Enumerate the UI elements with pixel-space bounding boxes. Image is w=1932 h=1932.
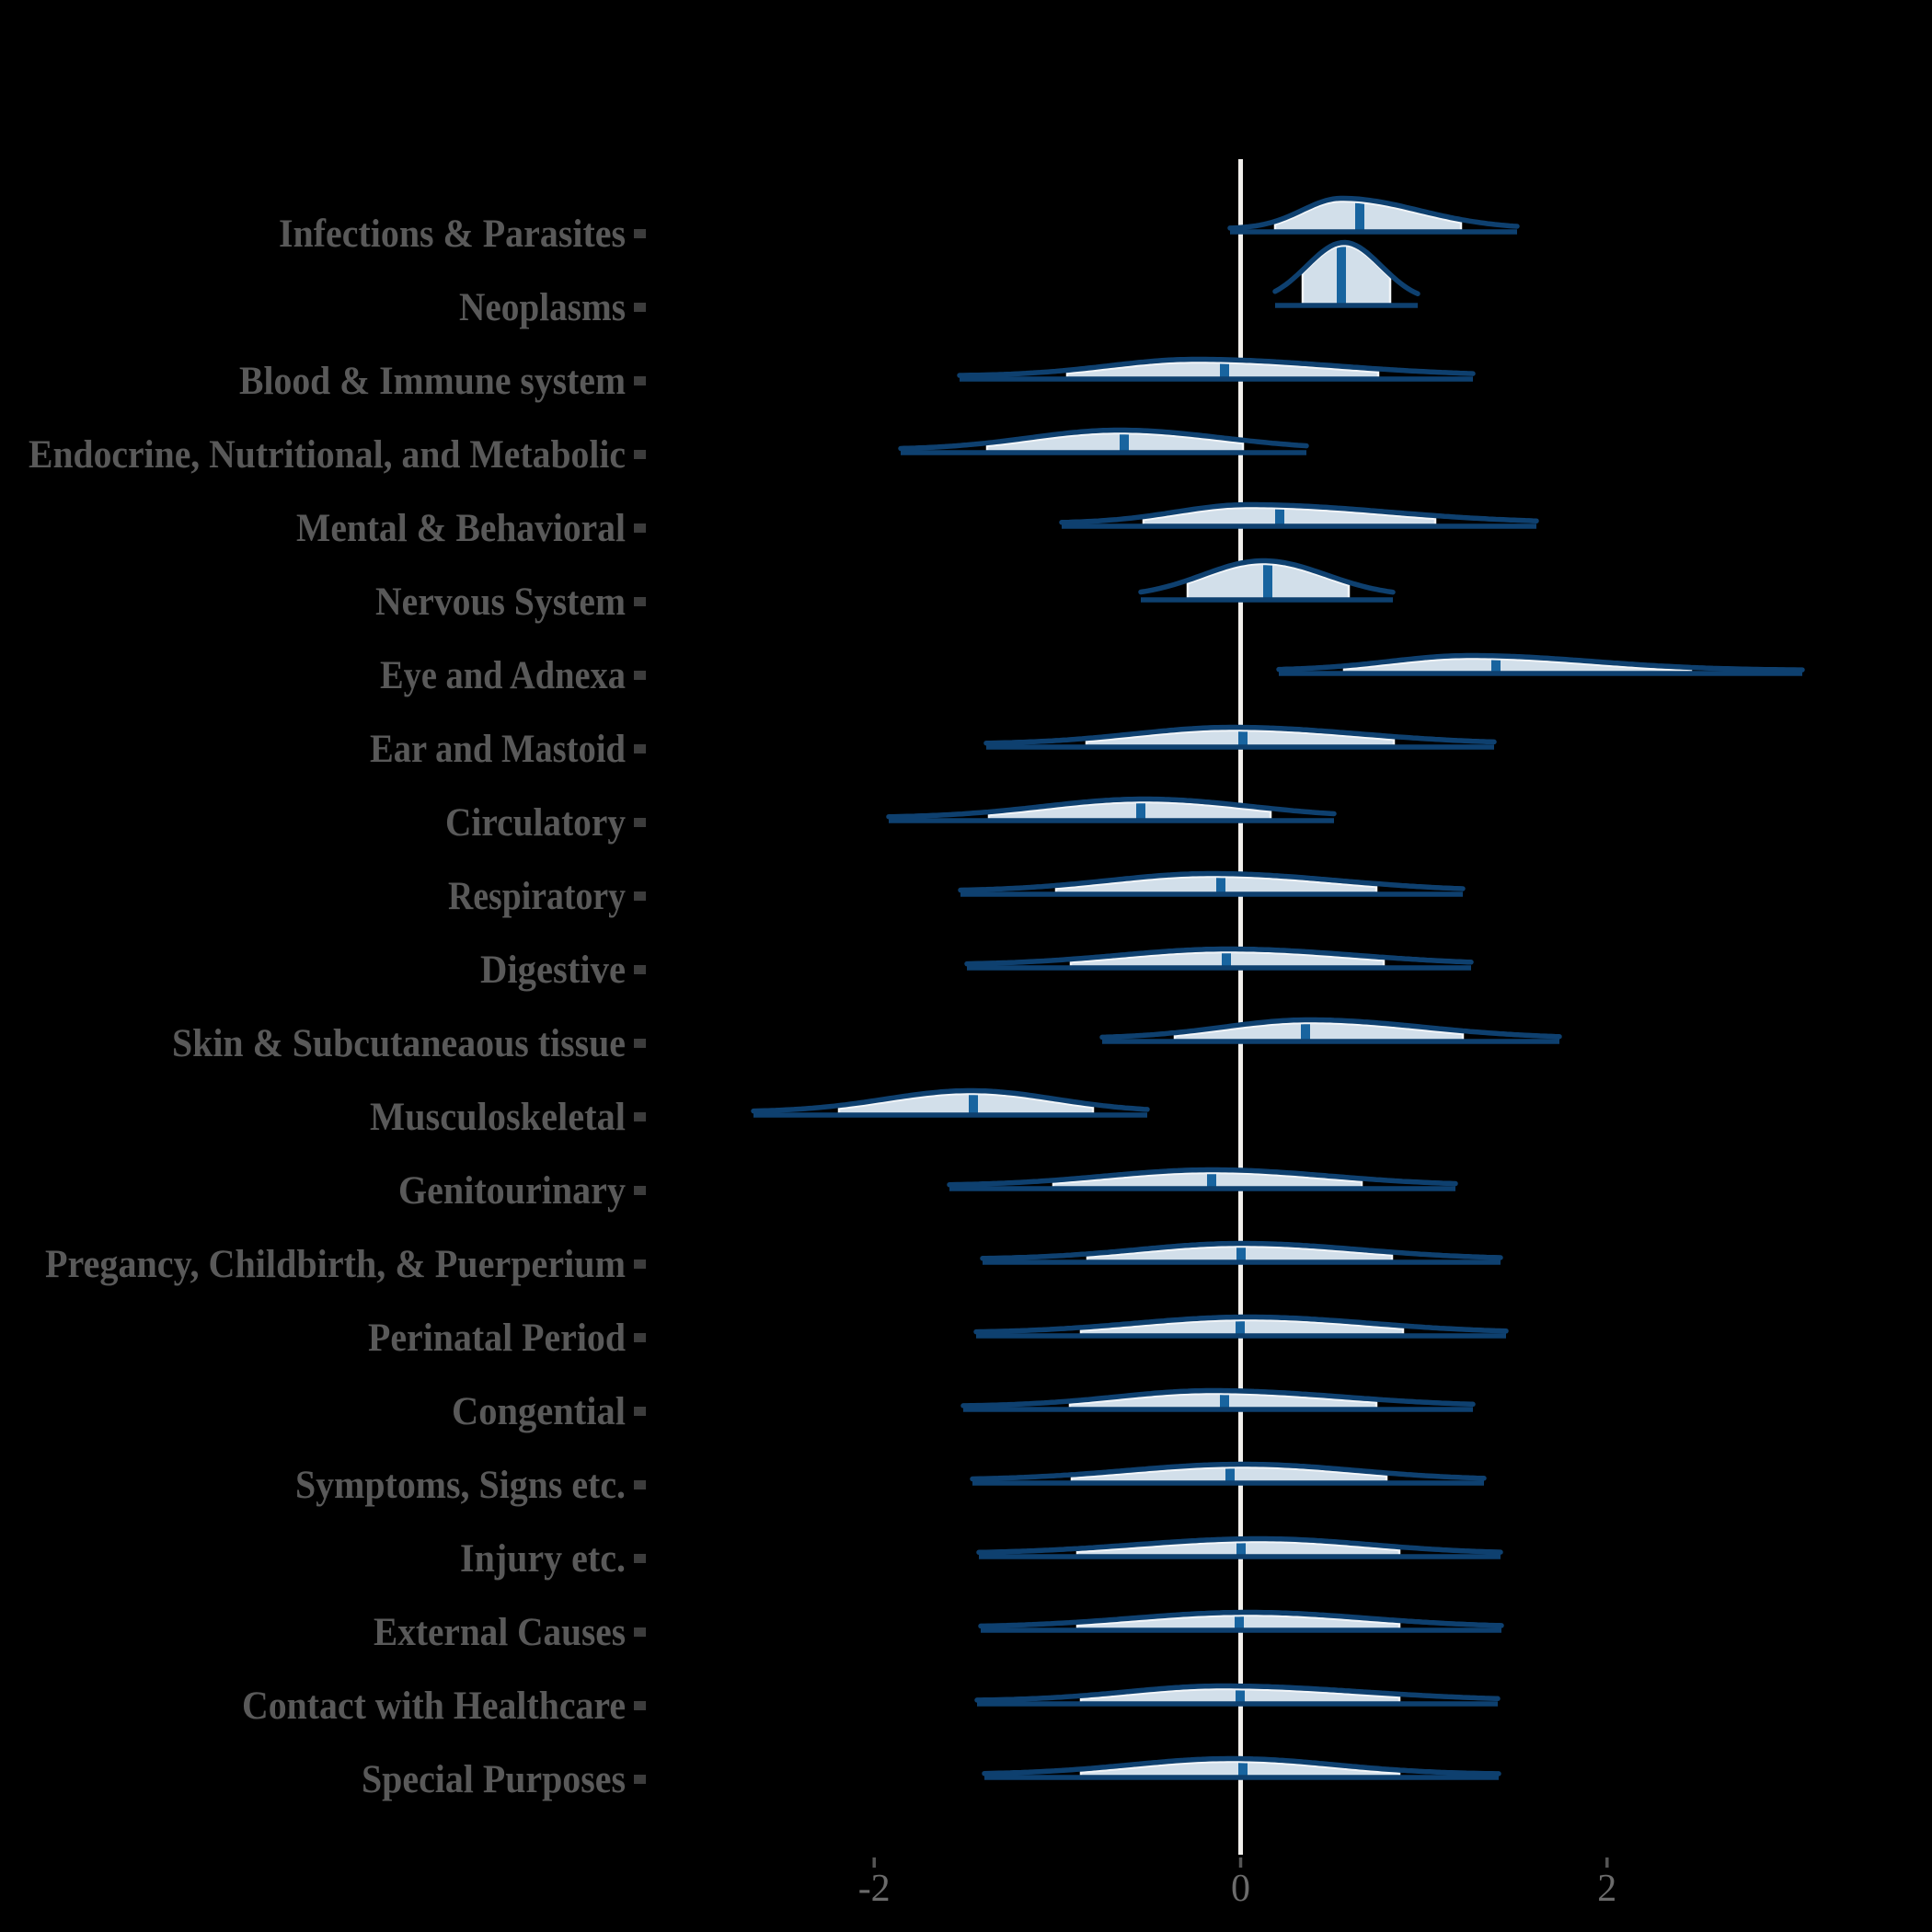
svg-text:Perinatal Period: Perinatal Period (368, 1317, 626, 1360)
svg-text:Special Purposes: Special Purposes (362, 1758, 626, 1801)
svg-text:Musculoskeletal: Musculoskeletal (370, 1096, 626, 1139)
svg-text:Pregancy, Childbirth, & Puerpe: Pregancy, Childbirth, & Puerperium (45, 1243, 626, 1286)
svg-text:Skin & Subcutaneaous tissue: Skin & Subcutaneaous tissue (172, 1022, 626, 1065)
svg-text:Genitourinary: Genitourinary (398, 1169, 626, 1213)
svg-text:Digestive: Digestive (480, 949, 626, 992)
svg-text:Injury etc.: Injury etc. (460, 1537, 626, 1581)
svg-text:Congential: Congential (452, 1390, 626, 1433)
svg-text:Respiratory: Respiratory (448, 875, 626, 918)
svg-text:Neoplasms: Neoplasms (459, 286, 626, 329)
svg-text:Contact with Healthcare: Contact with Healthcare (242, 1685, 626, 1728)
svg-text:External Causes: External Causes (374, 1611, 626, 1654)
svg-text:2: 2 (1597, 1868, 1616, 1910)
svg-text:Mental & Behavioral: Mental & Behavioral (296, 507, 626, 550)
svg-text:Infections & Parasites: Infections & Parasites (279, 213, 626, 256)
svg-text:Symptoms, Signs etc.: Symptoms, Signs etc. (295, 1464, 626, 1507)
svg-text:-2: -2 (858, 1868, 891, 1910)
svg-text:Eye and Adnexa: Eye and Adnexa (380, 654, 626, 697)
svg-text:Endocrine, Nutritional, and Me: Endocrine, Nutritional, and Metabolic (29, 433, 626, 477)
svg-text:Nervous System: Nervous System (375, 581, 626, 624)
svg-text:0: 0 (1231, 1868, 1250, 1910)
svg-text:Blood & Immune system: Blood & Immune system (239, 360, 626, 403)
svg-text:Circulatory: Circulatory (445, 801, 626, 845)
svg-text:Ear and Mastoid: Ear and Mastoid (370, 728, 626, 771)
